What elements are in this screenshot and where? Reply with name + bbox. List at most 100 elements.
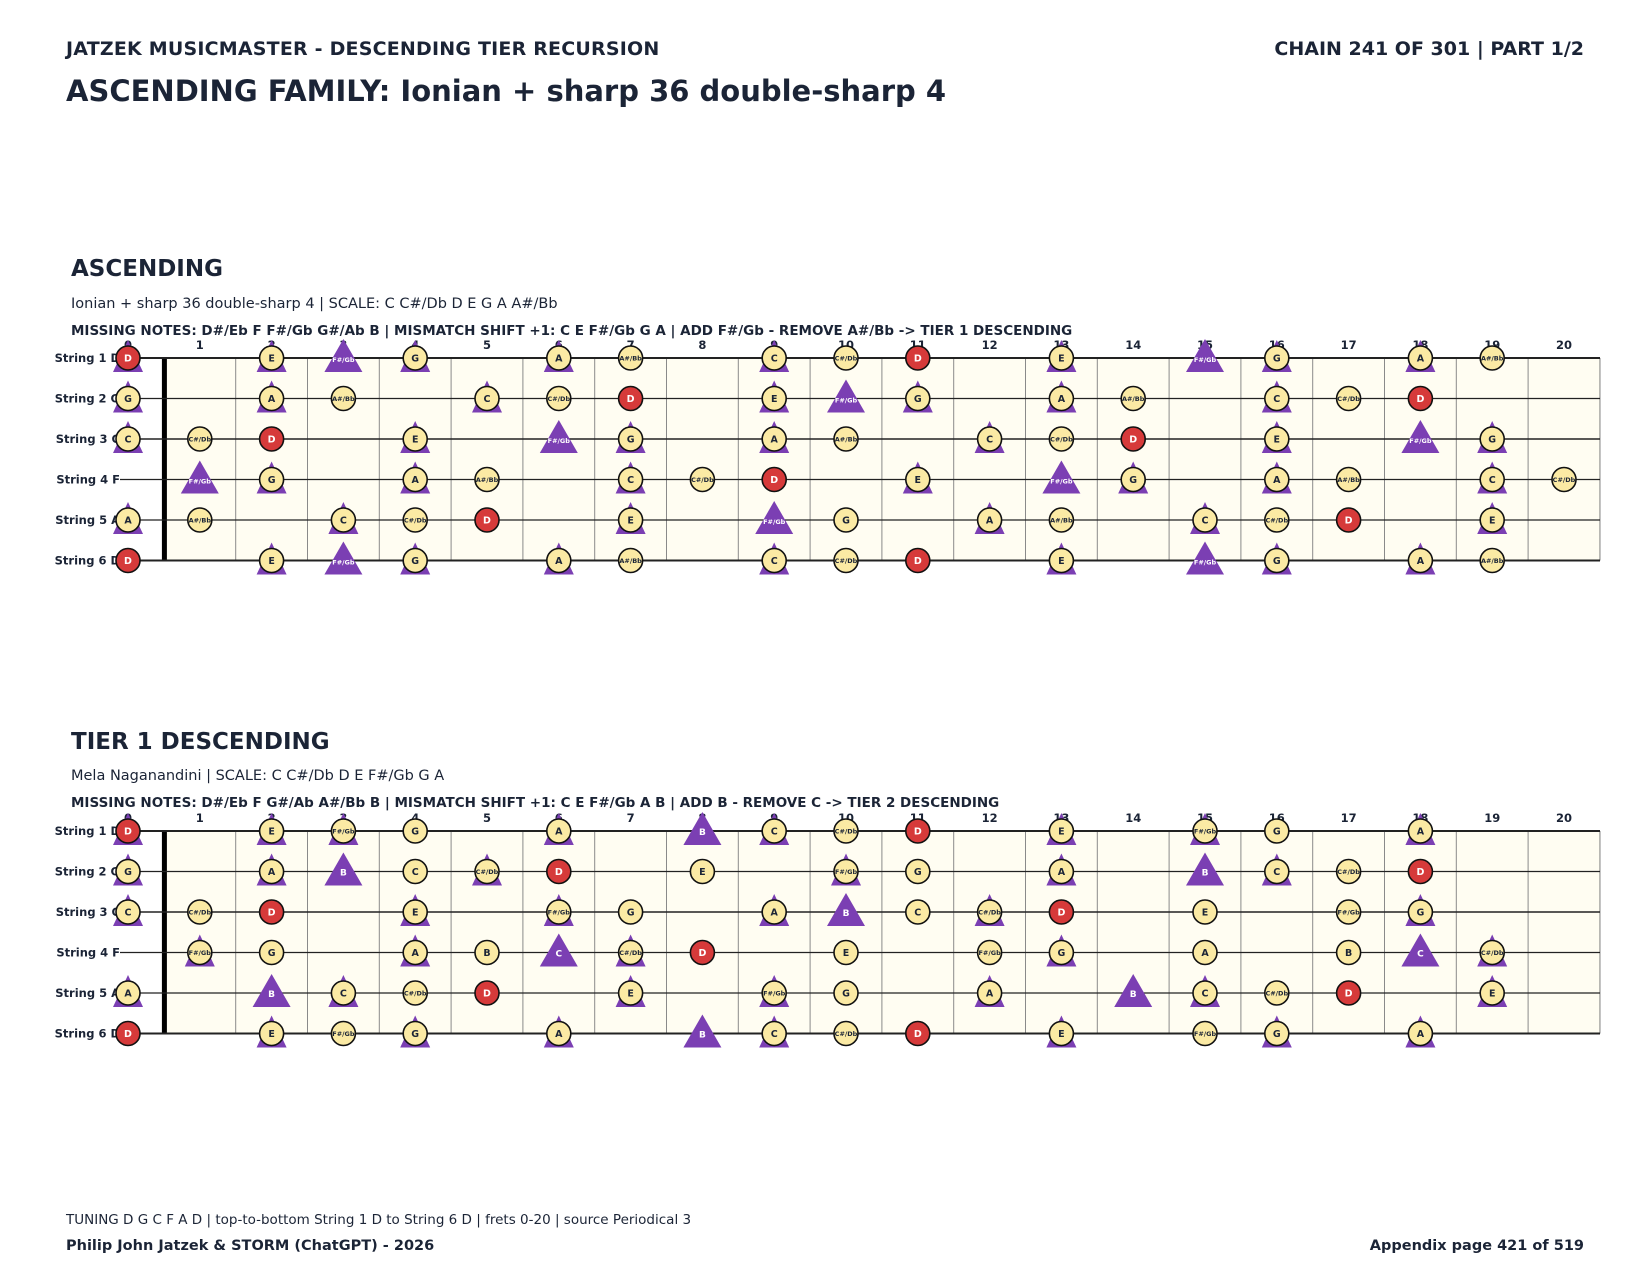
note-label: G [411,1029,419,1040]
root-note-circle [474,980,500,1006]
string-label: String 4 F [56,946,120,960]
note-label: F#/Gb [1050,478,1073,486]
string-label: String 6 D [55,554,120,568]
note-circle [1551,466,1577,493]
note-circle [833,858,859,885]
note-circle [1479,980,1505,1006]
added-note-triangle [180,460,219,494]
fret-number: 7 [627,338,635,352]
footer-tuning: TUNING D G C F A D | top-to-bottom Strin… [66,1212,692,1228]
added-note-triangle [1114,974,1153,1007]
note-label: A [1417,1029,1425,1040]
note-label: F#/Gb [332,828,355,836]
note-label: E [915,475,922,486]
page-title: ASCENDING FAMILY: Ionian + sharp 36 doub… [66,74,947,108]
note-circle [833,426,859,452]
note-label: A [986,989,994,1000]
string-label: String 2 G [55,392,120,406]
note-label: G [1273,556,1281,567]
note-label: B [1345,948,1352,959]
note-label: B [1202,869,1209,879]
section-missing-tier1: MISSING NOTES: D#/Eb F G#/Ab A#/Bb B | M… [71,795,1000,811]
note-label: E [268,354,275,365]
note-label: E [412,435,419,446]
fret-number: 17 [1341,811,1357,825]
note-label: E [1489,516,1496,527]
note-label: G [411,556,419,567]
added-note-triangle [827,893,865,926]
note-label: B [340,869,347,879]
note-circle [1407,899,1434,925]
note-label: A#/Bb [189,517,212,525]
note-circle [761,547,788,574]
note-circle [1192,980,1218,1006]
fret-number: 4 [411,811,419,825]
note-label: F#/Gb [1194,356,1217,364]
fret-number: 12 [982,811,998,825]
added-note-triangle [324,339,363,372]
note-label: C [1489,475,1496,486]
note-circle [1479,466,1505,493]
root-note-circle [115,547,141,574]
note-circle [1335,466,1362,493]
note-label: D [1416,867,1424,878]
root-note-circle [904,818,931,844]
note-circle [1264,858,1290,885]
note-circle [833,818,859,844]
note-circle [617,899,644,925]
note-circle [1335,385,1362,412]
note-label: G [914,394,922,405]
added-note-triangle [683,1014,722,1048]
root-note-circle [545,858,572,885]
note-label: E [699,867,706,878]
note-label: C#/Db [1050,436,1073,444]
fret-number: 20 [1556,811,1572,825]
note-circle [402,980,429,1006]
note-label: D [1057,908,1065,919]
fret-number: 1 [196,811,204,825]
note-circle [1479,939,1505,966]
note-label: C#/Db [188,909,211,917]
note-label: B [268,990,275,1000]
note-circle [617,466,644,493]
note-label: A [124,989,132,1000]
note-circle [330,1020,357,1047]
nut [161,358,167,561]
note-circle [1048,345,1075,371]
note-circle [545,899,572,925]
note-label: F#/Gb [763,518,786,526]
note-circle [689,858,716,885]
string-label: String 5 A [55,986,120,1000]
note-label: F#/Gb [548,437,571,445]
note-label: A#/Bb [1122,395,1145,403]
note-label: C [771,827,778,838]
root-note-circle [1335,980,1362,1006]
note-circle [761,385,788,412]
root-note-circle [115,345,141,371]
root-note-circle [258,426,285,452]
note-circle [330,385,357,412]
note-label: D [268,908,276,919]
string-label: String 4 F [56,473,120,487]
fret-number: 1 [196,338,204,352]
note-label: A#/Bb [835,436,858,444]
note-label: D [914,1029,922,1040]
fret-number: 7 [627,811,635,825]
note-label: A [268,867,276,878]
note-label: C [340,989,347,1000]
note-circle [115,899,141,925]
added-note-triangle [683,812,722,845]
note-label: B [699,1031,706,1041]
note-label: C#/Db [835,355,858,363]
note-label: F#/Gb [189,949,212,957]
note-label: D [770,475,778,486]
note-circle [976,980,1003,1006]
note-circle [1048,939,1075,966]
root-note-circle [1407,385,1434,412]
note-circle [761,345,788,371]
section-title-ascending: ASCENDING [71,256,223,282]
note-circle [258,939,285,966]
note-label: C#/Db [188,436,211,444]
note-label: C [125,908,132,919]
note-label: C [412,867,419,878]
